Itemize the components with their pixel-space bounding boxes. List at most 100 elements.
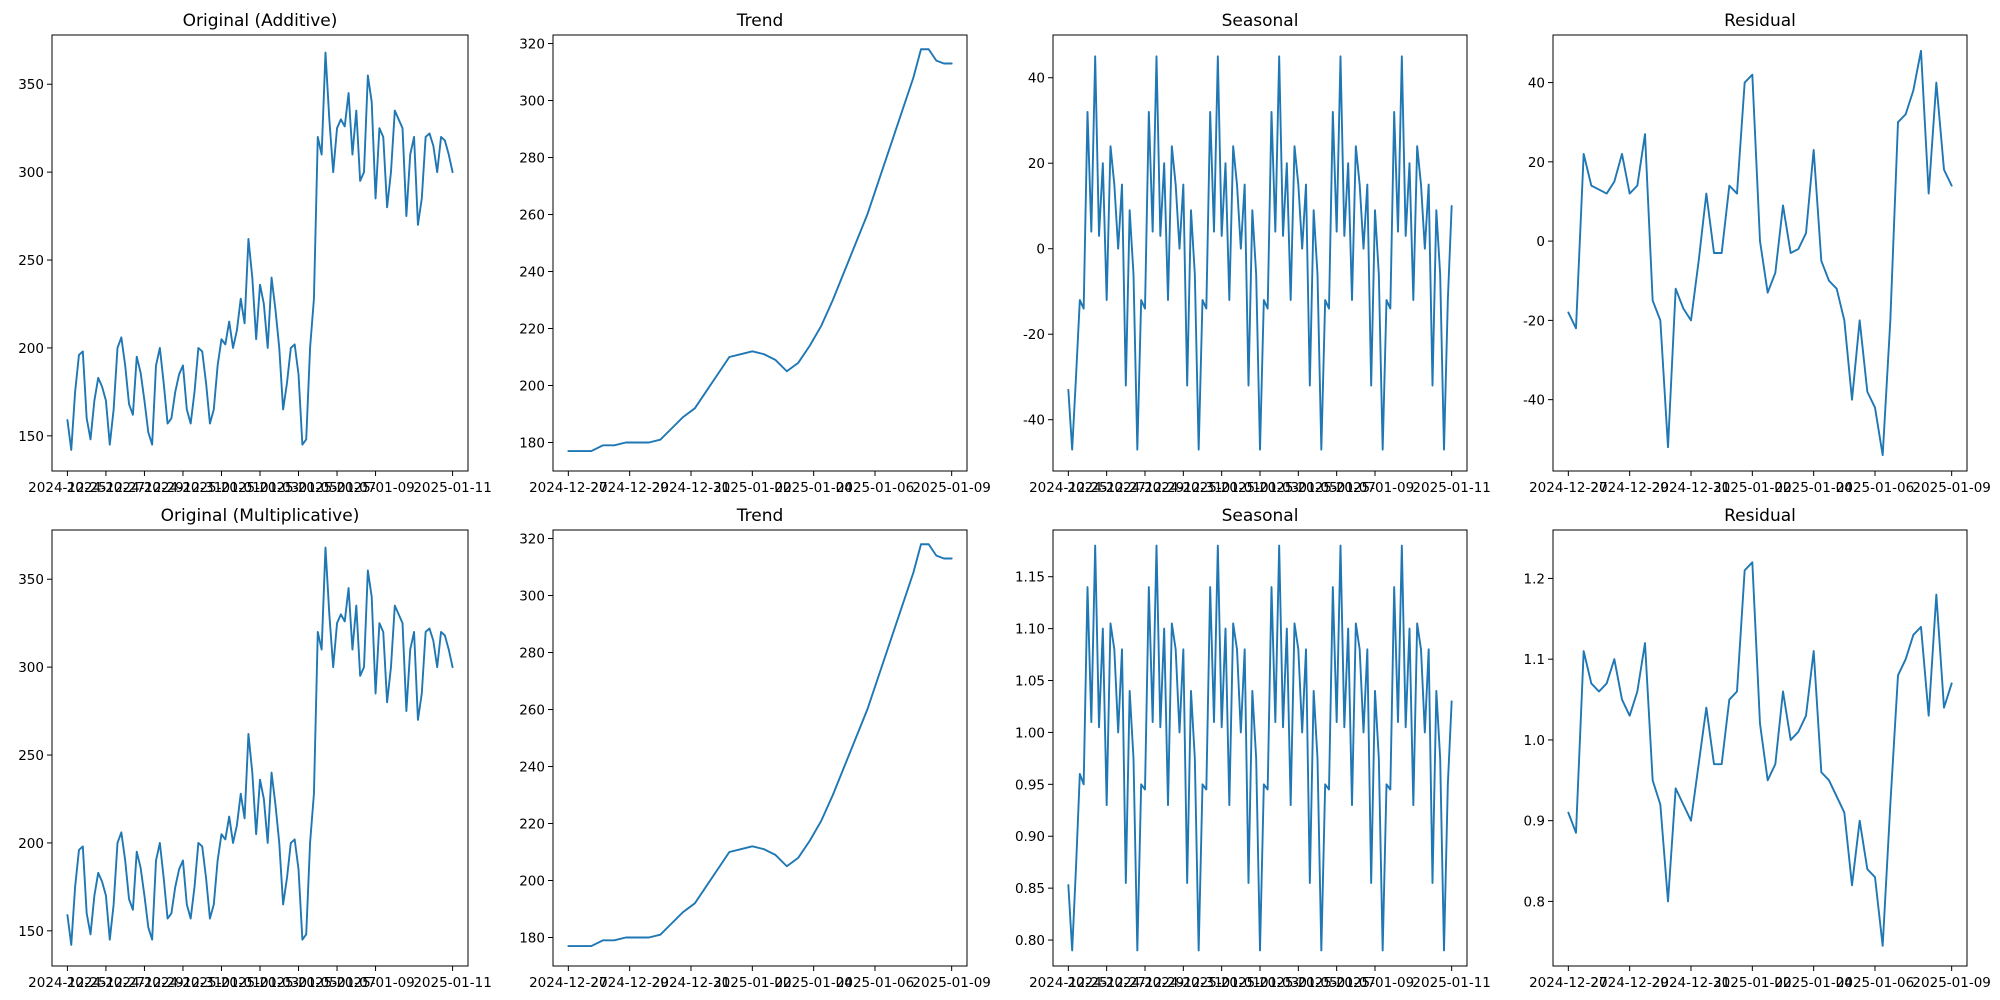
x-tick-label: 2025-01-02 [713, 480, 791, 496]
x-tick-label: 2025-01-05 [259, 480, 337, 496]
subplot-6: Trend1802002202402602803003202024-12-272… [519, 506, 991, 991]
x-tick-label: 2025-01-03 [221, 480, 299, 496]
x-tick-label: 2025-01-09 [1336, 480, 1414, 496]
x-tick-label: 2025-01-02 [713, 975, 791, 991]
x-tick-label: 2025-01-03 [221, 975, 299, 991]
y-tick-label: 0.85 [1015, 881, 1045, 897]
y-tick-label: 40 [1528, 76, 1545, 92]
x-tick-label: 2025-01-05 [259, 975, 337, 991]
x-tick-label: 2025-01-11 [1412, 975, 1490, 991]
subplot-1: Original (Additive) 150 200 250 300 350 2024-1… [18, 11, 492, 496]
x-tick-label: 2024-12-31 [652, 480, 730, 496]
y-tick-label: 200 [519, 379, 545, 395]
y-tick-label: 260 [519, 703, 545, 719]
x-tick-label: 2025-01-01 [1182, 480, 1260, 496]
y-tick-label: 200 [18, 341, 44, 357]
y-tick-label: 40 [1028, 71, 1045, 87]
y-tick-label: 240 [519, 265, 545, 281]
y-tick-label: 300 [519, 94, 545, 110]
x-tick-label: 2025-01-11 [413, 480, 491, 496]
y-tick-label: 150 [18, 924, 44, 940]
x-tick-label: 2025-01-01 [182, 975, 260, 991]
series-line [567, 543, 953, 947]
x-tick-label: 2024-12-29 [1590, 975, 1668, 991]
x-tick-label: 2025-01-05 [1259, 480, 1337, 496]
y-tick-label: 0 [1036, 242, 1045, 258]
series-line [66, 51, 454, 451]
subplot-2: Trend1802002202402602803003202024-12-272… [519, 11, 991, 496]
x-tick-label: 2024-12-31 [144, 975, 222, 991]
y-tick-label: 200 [18, 836, 44, 852]
subplot-title: Original (Multiplicative) [161, 506, 360, 526]
y-tick-label: 300 [18, 660, 44, 676]
y-tick-label: 240 [519, 760, 545, 776]
y-tick-label: -40 [1023, 413, 1045, 429]
x-tick-label: 2025-01-06 [1836, 975, 1914, 991]
y-tick-label: 20 [1028, 156, 1045, 172]
y-tick-label: 0.80 [1015, 933, 1045, 949]
axes-frame [1052, 34, 1468, 472]
x-tick-label: 2024-12-31 [1144, 480, 1222, 496]
x-tick-label: 2025-01-01 [182, 480, 260, 496]
y-tick-label: 350 [18, 77, 44, 93]
y-tick-label: 1.05 [1015, 674, 1045, 690]
y-tick-label: 300 [18, 165, 44, 181]
subplot-title: Seasonal [1222, 506, 1299, 526]
y-tick-label: 300 [519, 589, 545, 605]
subplot-7: Seasonal 0.80 0.85 0.90 0.95 1.00 1.05 1.10 1.15… [1015, 506, 1491, 991]
x-tick-label: 2025-01-07 [298, 480, 376, 496]
x-tick-label: 2024-12-27 [1067, 975, 1145, 991]
axes-frame [1552, 529, 1968, 967]
y-tick-label: -20 [1523, 313, 1545, 329]
x-tick-label: 2024-12-31 [144, 480, 222, 496]
y-tick-label: 20 [1528, 155, 1545, 171]
y-tick-label: 220 [519, 817, 545, 833]
y-tick-label: 150 [18, 429, 44, 445]
x-tick-label: 2025-01-09 [1912, 975, 1990, 991]
y-tick-label: 320 [519, 532, 545, 548]
x-tick-label: 2024-12-29 [105, 975, 183, 991]
subplot-5: Original (Multiplicative) 150 200 250 300 350… [18, 506, 492, 991]
axes-frame [552, 529, 968, 967]
y-tick-label: 280 [519, 646, 545, 662]
series-line [66, 546, 454, 946]
x-tick-label: 2025-01-11 [1412, 480, 1490, 496]
x-tick-label: 2025-01-05 [1259, 975, 1337, 991]
x-tick-label: 2024-12-27 [1529, 480, 1607, 496]
axes-frame [51, 34, 469, 472]
x-tick-label: 2025-01-03 [1221, 480, 1299, 496]
x-tick-label: 2025-01-09 [1912, 480, 1990, 496]
x-tick-label: 2025-01-09 [336, 480, 414, 496]
x-tick-label: 2024-12-27 [1067, 480, 1145, 496]
x-tick-label: 2024-12-29 [590, 975, 668, 991]
x-tick-label: 2024-12-25 [1029, 480, 1107, 496]
x-tick-label: 2024-12-27 [529, 480, 607, 496]
x-tick-label: 2025-01-09 [1336, 975, 1414, 991]
y-tick-label: 0.90 [1015, 829, 1045, 845]
x-tick-label: 2024-12-27 [67, 480, 145, 496]
x-tick-label: 2024-12-27 [67, 975, 145, 991]
y-tick-label: 250 [18, 748, 44, 764]
x-tick-label: 2024-12-29 [590, 480, 668, 496]
subplot-4: Residual-40-20020402024-12-272024-12-292… [1523, 11, 1991, 496]
x-tick-label: 2024-12-27 [529, 975, 607, 991]
x-tick-label: 2024-12-29 [1106, 480, 1184, 496]
y-tick-label: 180 [519, 436, 545, 452]
axes-frame [552, 34, 968, 472]
series-line [1567, 49, 1953, 457]
subplot-title: Residual [1724, 11, 1796, 31]
x-tick-label: 2024-12-25 [1029, 975, 1107, 991]
x-tick-label: 2024-12-25 [28, 975, 106, 991]
axes-frame [51, 529, 469, 967]
y-tick-label: 320 [519, 37, 545, 53]
x-tick-label: 2025-01-09 [912, 480, 990, 496]
x-tick-label: 2025-01-09 [336, 975, 414, 991]
x-tick-label: 2025-01-09 [912, 975, 990, 991]
y-tick-label: 280 [519, 151, 545, 167]
subplot-8: Residual0.80.91.01.11.22024-12-272024-12… [1524, 506, 1991, 991]
y-tick-label: 1.0 [1524, 733, 1545, 749]
y-tick-label: 0.8 [1524, 894, 1545, 910]
y-tick-label: -40 [1523, 393, 1545, 409]
